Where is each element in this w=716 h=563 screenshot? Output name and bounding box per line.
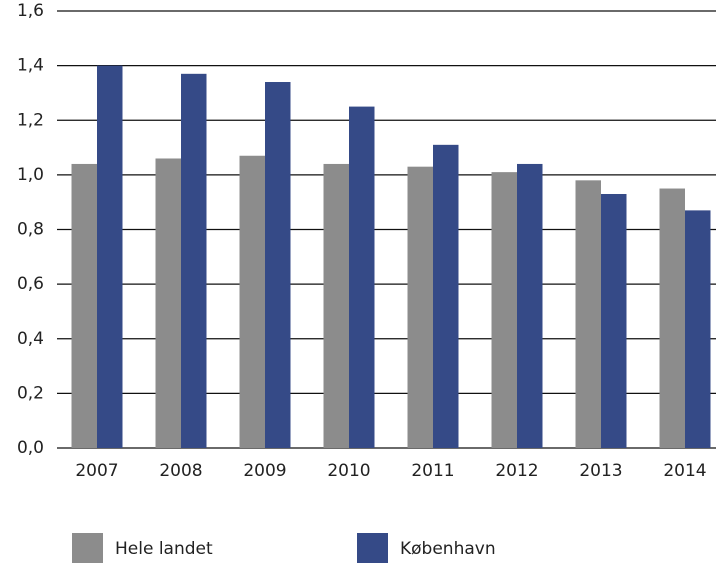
y-tick-label: 1,4 — [17, 56, 44, 76]
bar — [575, 180, 601, 448]
y-tick-label: 0,4 — [17, 329, 44, 349]
bar — [181, 73, 207, 448]
x-tick-label: 2008 — [159, 461, 202, 481]
bar — [349, 106, 375, 448]
x-tick-label: 2012 — [495, 461, 538, 481]
legend-swatch — [72, 533, 103, 563]
y-tick-label: 1,6 — [17, 1, 44, 21]
bar — [601, 193, 627, 448]
x-tick-label: 2014 — [663, 461, 706, 481]
x-tick-label: 2013 — [579, 461, 622, 481]
y-tick-label: 1,2 — [17, 110, 44, 130]
y-tick-label: 0,0 — [17, 438, 44, 458]
y-tick-label: 0,8 — [17, 220, 44, 240]
legend-label: Hele landet — [115, 539, 213, 559]
bar — [323, 163, 349, 448]
x-tick-label: 2009 — [243, 461, 286, 481]
y-tick-label: 0,6 — [17, 274, 44, 294]
bar — [433, 144, 459, 449]
bar — [517, 163, 543, 448]
y-tick-label: 0,2 — [17, 383, 44, 403]
bar — [407, 166, 433, 448]
bar — [71, 163, 97, 448]
y-tick-label: 1,0 — [17, 165, 44, 185]
x-tick-label: 2011 — [411, 461, 454, 481]
legend-label: København — [400, 539, 496, 559]
bar — [659, 188, 685, 448]
bar — [265, 82, 291, 448]
bar — [685, 210, 711, 448]
bar — [97, 65, 123, 448]
bar — [239, 155, 265, 448]
x-tick-label: 2010 — [327, 461, 370, 481]
x-tick-label: 2007 — [75, 461, 118, 481]
bar — [155, 158, 181, 449]
legend-swatch — [357, 533, 388, 563]
bar — [491, 172, 517, 449]
